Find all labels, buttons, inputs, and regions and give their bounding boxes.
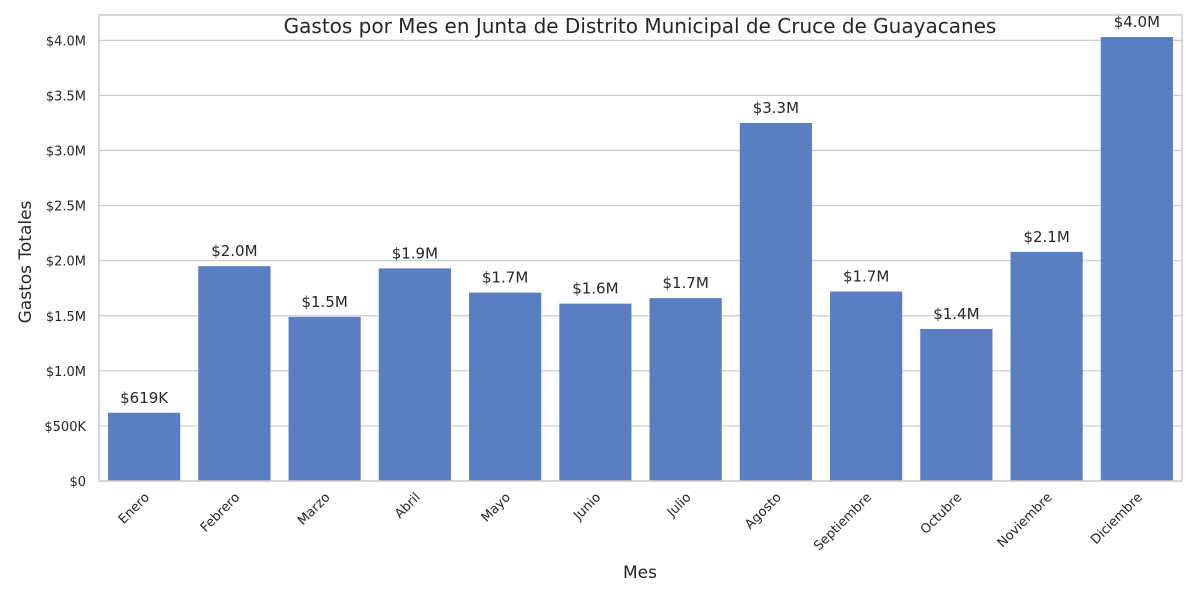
x-tick-label: Mayo <box>479 490 514 525</box>
bar-agosto <box>739 122 812 482</box>
data-label: $3.3M <box>753 99 799 117</box>
x-tick-label: Febrero <box>198 490 243 535</box>
x-tick-label: Enero <box>116 490 153 527</box>
plot-frame <box>98 14 1183 482</box>
data-label: $1.4M <box>933 305 979 323</box>
data-label: $1.9M <box>392 244 438 262</box>
bar-enero <box>108 412 181 481</box>
data-label: $4.0M <box>1114 13 1160 31</box>
bar-junio <box>559 303 632 481</box>
x-tick-label: Noviembre <box>995 490 1056 551</box>
bar-febrero <box>198 266 271 481</box>
bar-julio <box>649 298 722 481</box>
y-tick-label: $3.0M <box>46 145 86 160</box>
data-label: $2.0M <box>211 242 257 260</box>
y-tick-label: $500K <box>44 420 86 435</box>
y-tick-label: $1.5M <box>46 310 86 325</box>
bar-mayo <box>469 292 542 481</box>
bars <box>108 37 1173 482</box>
x-tick-label: Julio <box>664 490 695 521</box>
y-tick-label: $4.0M <box>46 34 86 49</box>
x-tick-label: Abril <box>392 490 424 522</box>
y-tick-label: $1.0M <box>46 365 86 380</box>
bar-noviembre <box>1010 251 1083 481</box>
x-tick-label: Diciembre <box>1088 490 1146 548</box>
x-tick-labels: Enero Febrero Marzo Abril Mayo Junio Julio Agos… <box>116 490 1146 554</box>
y-axis-label: Gastos Totales <box>16 200 36 323</box>
y-tick-labels: $0 $500K $1.0M $1.5M $2.0M $2.5M $3.0M $3.5M $4.… <box>44 34 86 490</box>
x-tick-label: Junio <box>570 490 604 524</box>
chart-title: Gastos por Mes en Junta de Distrito Muni… <box>284 14 997 38</box>
bar-marzo <box>288 316 361 481</box>
x-tick-label: Septiembre <box>811 490 875 554</box>
data-labels: $619K $2.0M $1.5M $1.9M $1.7M $1.6M $1.7M $3.3M… <box>120 13 1160 407</box>
bar-abril <box>378 268 451 481</box>
data-label: $1.7M <box>843 268 889 286</box>
x-axis-label: Mes <box>623 563 657 583</box>
gridlines <box>99 39 1182 482</box>
y-tick-label: $3.5M <box>46 89 86 104</box>
y-tick-label: $2.5M <box>46 200 86 215</box>
data-label: $1.5M <box>301 293 347 311</box>
data-label: $1.7M <box>662 274 708 292</box>
x-tick-label: Marzo <box>295 490 333 528</box>
data-label: $1.7M <box>482 269 528 287</box>
x-tick-label: Octubre <box>918 490 965 537</box>
data-label: $2.1M <box>1023 228 1069 246</box>
bar-diciembre <box>1100 37 1173 482</box>
data-label: $619K <box>120 389 169 407</box>
bar-septiembre <box>830 291 903 481</box>
y-tick-label: $2.0M <box>46 255 86 270</box>
bar-octubre <box>920 328 993 481</box>
y-tick-label: $0 <box>69 475 86 490</box>
data-label: $1.6M <box>572 280 618 298</box>
x-tick-label: Agosto <box>742 490 784 532</box>
